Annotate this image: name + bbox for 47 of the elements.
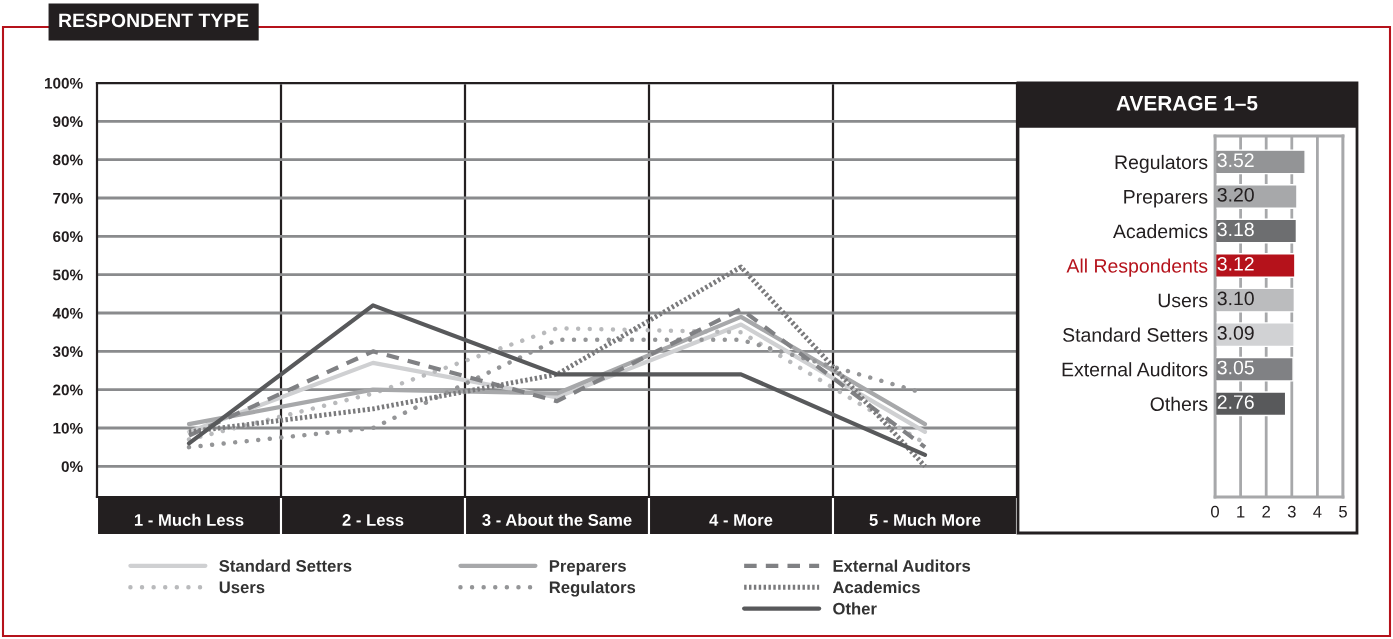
chart-title: AVERAGE 1–5 bbox=[1116, 95, 1258, 111]
legend-label: Preparers bbox=[549, 560, 626, 576]
y-tick-label: 40% bbox=[52, 307, 83, 319]
x-tick-label: 0 bbox=[1211, 505, 1219, 518]
x-tick-label: 1 - Much Less bbox=[134, 513, 244, 526]
y-tick-label: 0% bbox=[61, 461, 83, 473]
x-tick-label: 3 - About the Same bbox=[482, 513, 632, 526]
y-tick-label: 90% bbox=[53, 116, 83, 128]
x-tick-label: 1 bbox=[1237, 505, 1245, 518]
y-tick-label: 20% bbox=[53, 384, 83, 396]
y-tick-label: 50% bbox=[53, 269, 83, 281]
y-tick-label: Preparers bbox=[1124, 190, 1208, 208]
x-tick-label: 3 bbox=[1287, 505, 1296, 518]
x-tick-label: 4 - More bbox=[709, 514, 773, 526]
data-label: 3.05 bbox=[1217, 360, 1254, 375]
x-tick-label: 2 - Less bbox=[342, 514, 404, 526]
y-tick-label: Standard Setters bbox=[1063, 327, 1208, 342]
legend-label: Standard Setters bbox=[219, 559, 352, 572]
data-label: 3.10 bbox=[1217, 291, 1254, 306]
y-tick-label: 100% bbox=[45, 77, 83, 89]
y-tick-label: 70% bbox=[53, 192, 83, 204]
x-tick-label: 4 bbox=[1313, 505, 1322, 518]
y-tick-label: All Respondents bbox=[1066, 258, 1208, 277]
x-tick-label: 5 - Much More bbox=[869, 513, 981, 526]
data-label: 3.20 bbox=[1217, 187, 1254, 202]
y-tick-label: External Auditors bbox=[1062, 362, 1208, 377]
y-tick-label: Regulators bbox=[1115, 154, 1208, 173]
y-tick-label: 60% bbox=[53, 231, 83, 243]
y-tick-label: 80% bbox=[53, 154, 83, 166]
data-label: 3.09 bbox=[1217, 326, 1254, 340]
legend-label: External Auditors bbox=[833, 559, 971, 572]
x-tick-label: 2 bbox=[1262, 505, 1270, 518]
legend-label: Other bbox=[833, 602, 877, 615]
y-tick-label: 10% bbox=[53, 422, 83, 434]
chart-title: RESPONDENT TYPE bbox=[59, 13, 249, 28]
y-tick-label: Users bbox=[1158, 293, 1208, 308]
data-label: 2.76 bbox=[1217, 395, 1254, 409]
legend-label: Academics bbox=[832, 580, 920, 594]
x-tick-label: 5 bbox=[1339, 505, 1347, 518]
legend-label: Users bbox=[219, 581, 265, 594]
y-tick-label: Others bbox=[1150, 396, 1208, 411]
data-label: 3.52 bbox=[1217, 153, 1254, 168]
data-label: 3.12 bbox=[1217, 257, 1254, 271]
legend-label: Regulators bbox=[549, 580, 636, 597]
y-tick-label: 30% bbox=[52, 346, 83, 358]
y-tick-label: Academics bbox=[1113, 223, 1208, 239]
data-label: 3.18 bbox=[1217, 222, 1254, 237]
